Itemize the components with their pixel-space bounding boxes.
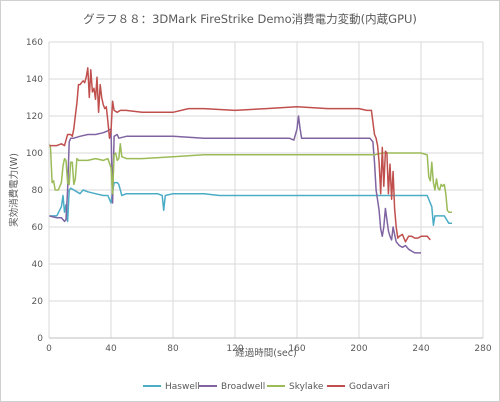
axes <box>48 42 483 339</box>
legend-item-broadwell: Broadwell <box>199 382 265 392</box>
y-tick-label: 60 <box>32 223 44 233</box>
series-line-godavari <box>49 67 431 243</box>
chart-title: グラフ８８：3DMark FireStrike Demo消費電力変動(内蔵GPU… <box>83 12 417 26</box>
x-tick-labels: 0 40 80 120 160 200 240 280 <box>46 344 492 354</box>
x-tick-label: 240 <box>412 344 429 354</box>
series-line-skylake <box>48 143 452 213</box>
x-tick-label: 160 <box>288 344 305 354</box>
x-tick-label: 280 <box>474 344 491 354</box>
legend-label: Skylake <box>289 382 324 392</box>
y-tick-label: 100 <box>26 149 43 159</box>
gridlines <box>48 41 484 339</box>
legend-label: Godavari <box>349 382 390 392</box>
y-tick-label: 160 <box>26 38 43 48</box>
legend-label: Haswell <box>165 382 200 392</box>
y-tick-label: 120 <box>26 112 43 122</box>
y-axis-title: 実効消費電力(W) <box>8 153 20 227</box>
y-tick-label: 140 <box>26 75 43 85</box>
legend-label: Broadwell <box>221 382 265 392</box>
x-tick-label: 120 <box>226 344 243 354</box>
y-tick-label: 40 <box>32 260 44 270</box>
x-tick-label: 200 <box>350 344 367 354</box>
x-tick-label: 80 <box>167 344 179 354</box>
series-layer <box>48 67 452 254</box>
series-line-haswell <box>49 181 452 226</box>
x-tick-label: 40 <box>105 344 117 354</box>
legend: Haswell Broadwell Skylake Godavari <box>143 382 390 392</box>
legend-item-haswell: Haswell <box>143 382 200 392</box>
x-tick-label: 0 <box>46 344 52 354</box>
series-line-broadwell <box>48 115 421 254</box>
legend-item-godavari: Godavari <box>327 382 390 392</box>
x-axis-title: 経過時間(sec) <box>235 347 296 359</box>
legend-item-skylake: Skylake <box>267 382 324 392</box>
y-tick-label: 20 <box>32 297 44 307</box>
y-tick-label: 0 <box>37 334 43 344</box>
y-tick-label: 80 <box>32 186 44 196</box>
y-tick-labels: 0 20 40 60 80 100 120 140 160 <box>26 38 43 344</box>
